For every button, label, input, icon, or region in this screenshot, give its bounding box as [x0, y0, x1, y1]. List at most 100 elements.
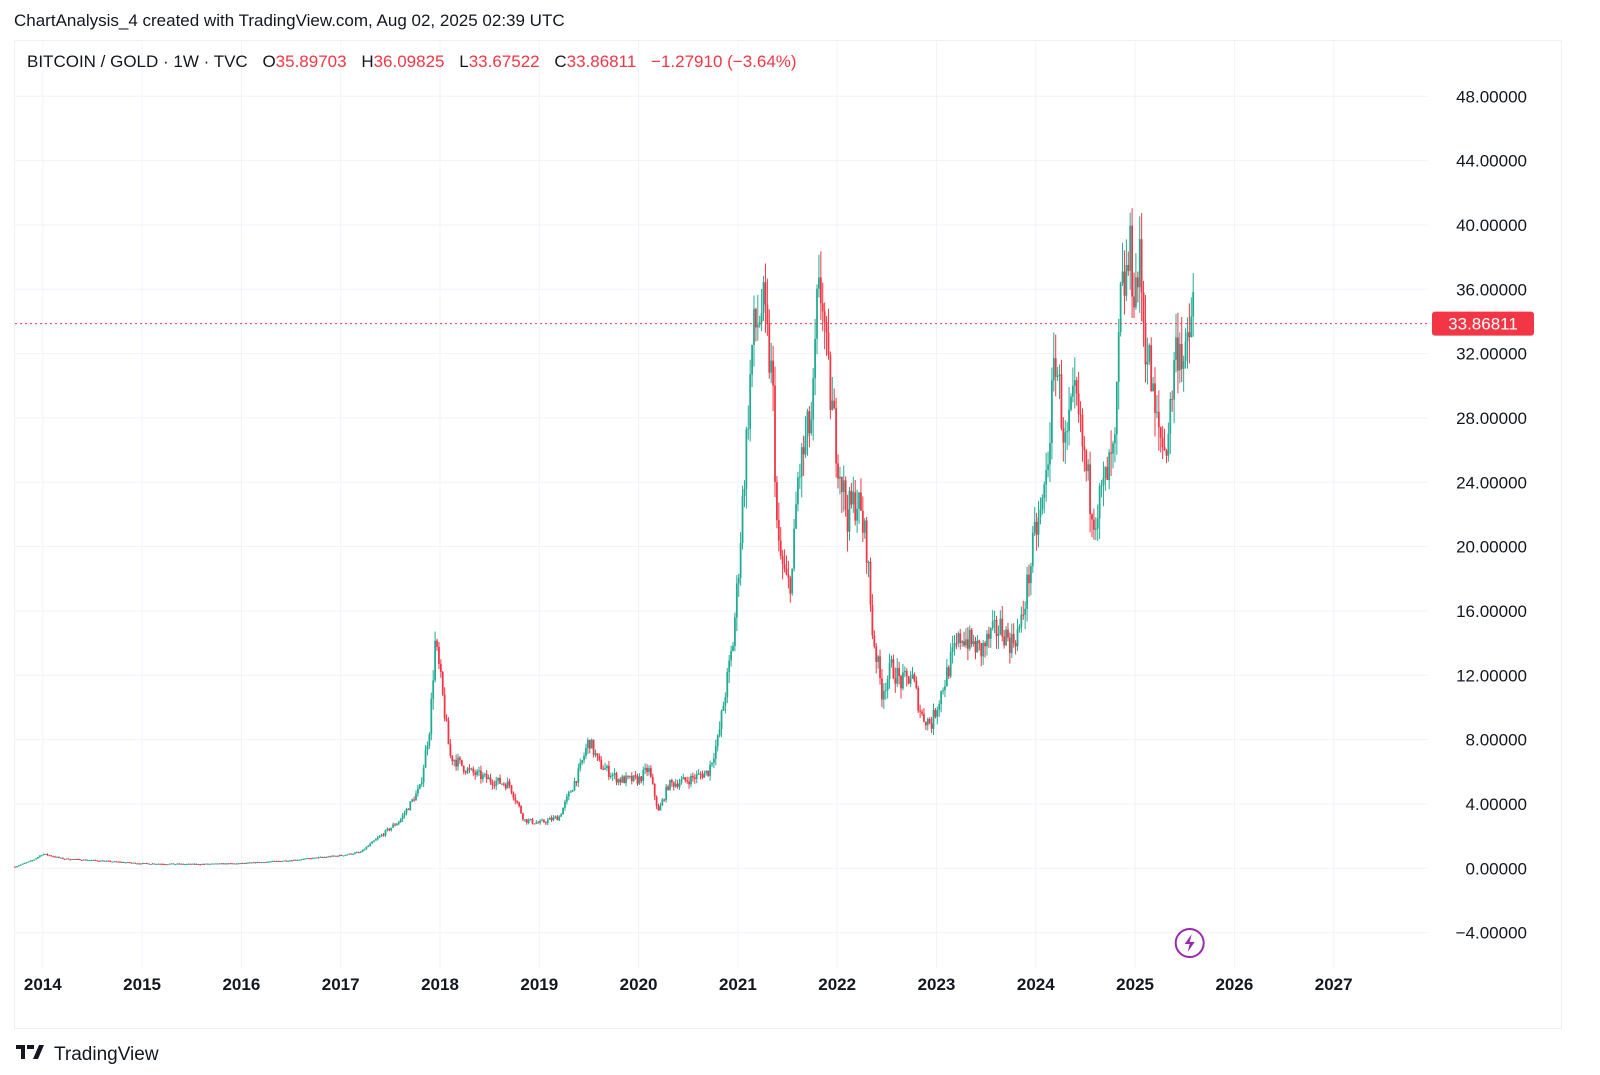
candle-body — [936, 710, 939, 717]
candle-body — [860, 492, 862, 511]
candle-body — [577, 768, 580, 783]
candle-body — [583, 755, 585, 761]
candle-body — [995, 620, 998, 636]
candle-body — [354, 852, 356, 854]
candle-body — [808, 411, 811, 434]
candle-body — [229, 863, 232, 865]
x-tick-label: 2023 — [918, 975, 956, 994]
candle-body — [1142, 292, 1145, 323]
candle-body — [726, 672, 729, 698]
candle-body — [248, 862, 251, 864]
candle-body — [1010, 633, 1013, 654]
candle-body — [1085, 450, 1088, 472]
candle-body — [1054, 358, 1057, 377]
chart-legend: BITCOIN / GOLD · 1W · TVC O35.89703 H36.… — [27, 52, 807, 72]
candle-body — [915, 680, 918, 688]
candle-body — [499, 777, 501, 784]
y-tick-label: 12.00000 — [1456, 666, 1527, 685]
candle-body — [222, 863, 225, 865]
candle-body — [325, 856, 328, 858]
grid-lines — [15, 40, 1428, 968]
candle-body — [984, 642, 986, 647]
candle-body — [882, 691, 885, 700]
candle-body — [411, 799, 414, 802]
candle-body — [46, 853, 49, 856]
candle-body — [602, 769, 605, 771]
candle-body — [1190, 316, 1193, 338]
candle-body — [688, 781, 690, 785]
candle-body — [306, 858, 309, 860]
candle-body — [1115, 381, 1118, 435]
y-tick-label: 32.00000 — [1456, 345, 1527, 364]
candle-body — [1146, 361, 1149, 365]
candle-body — [564, 801, 566, 808]
candle-body — [455, 759, 458, 767]
candle-body — [348, 853, 351, 855]
candle-body — [155, 863, 158, 865]
candle-body — [875, 646, 878, 662]
candle-body — [485, 773, 488, 780]
candle-body — [67, 858, 70, 860]
chart-frame[interactable] — [14, 40, 1562, 1029]
candle-body — [573, 781, 576, 791]
candle-body — [439, 663, 442, 672]
candle-body — [840, 476, 843, 493]
candle-body — [1177, 337, 1179, 371]
candle-body — [75, 858, 78, 860]
candle-body — [153, 863, 156, 865]
candle-body — [220, 863, 223, 865]
candle-body — [560, 814, 563, 817]
candle-body — [210, 863, 213, 865]
candle-body — [1020, 614, 1023, 627]
candlestick-chart[interactable]: 48.00000 44.00000 40.00000 36.00000 32.00000… — [0, 0, 1600, 1040]
candle-body — [569, 791, 572, 793]
legend-symbol[interactable]: BITCOIN / GOLD · 1W · TVC — [27, 52, 248, 71]
x-tick-label: 2014 — [24, 975, 62, 994]
candle-body — [1108, 452, 1111, 481]
candle-body — [630, 776, 633, 782]
candle-body — [287, 860, 289, 862]
candle-body — [980, 643, 983, 657]
candle-body — [716, 735, 719, 747]
candle-body — [562, 807, 564, 815]
candle-body — [48, 855, 51, 857]
candle-body — [109, 860, 112, 862]
candle-body — [1045, 470, 1048, 485]
candle-body — [697, 773, 700, 775]
candle-body — [392, 824, 394, 828]
candle-body — [420, 782, 423, 785]
candle-body — [856, 508, 859, 521]
candle-body — [61, 857, 64, 859]
candle-body — [474, 772, 477, 775]
candle-body — [418, 784, 421, 789]
flash-bolt — [1184, 934, 1195, 952]
candle-body — [504, 784, 507, 789]
candle-body — [814, 338, 817, 379]
candle-body — [798, 476, 801, 478]
candle-body — [262, 862, 265, 864]
candle-body — [833, 400, 836, 409]
candle-body — [745, 429, 748, 490]
candle-body — [674, 783, 677, 787]
candle-body — [25, 862, 28, 864]
candle-body — [651, 776, 654, 784]
candle-body — [373, 840, 375, 842]
candle-body — [585, 748, 587, 756]
candle-body — [1192, 291, 1195, 317]
candle-body — [71, 859, 74, 861]
legend-change: −1.27910 (−3.64%) — [651, 52, 797, 71]
candle-body — [1029, 566, 1032, 584]
candle-body — [695, 774, 698, 779]
candle-body — [42, 853, 45, 856]
candle-body — [787, 574, 790, 578]
candle-body — [252, 862, 255, 864]
candle-body — [399, 819, 402, 822]
y-tick-label: 44.00000 — [1456, 152, 1527, 171]
candle-body — [413, 799, 415, 801]
y-tick-label: 8.00000 — [1466, 731, 1527, 750]
candle-body — [852, 492, 855, 505]
candle-body — [176, 863, 179, 865]
footer-brand[interactable]: TradingView — [16, 1043, 159, 1067]
candle-body — [189, 863, 192, 865]
candle-body — [644, 767, 647, 770]
